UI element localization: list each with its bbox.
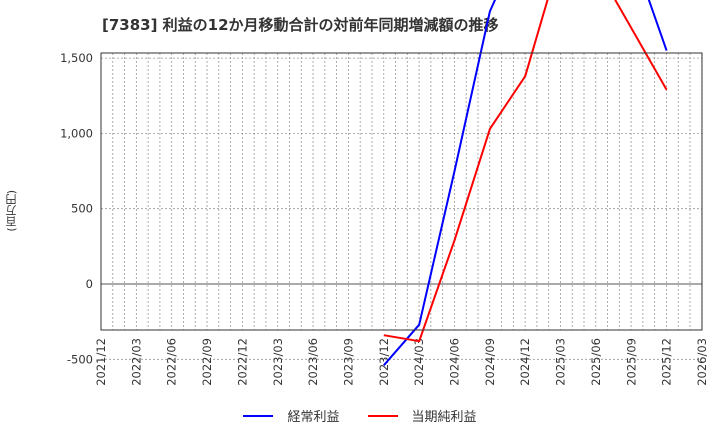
svg-text:2024/03: 2024/03 — [412, 338, 426, 386]
svg-text:2023/06: 2023/06 — [306, 338, 320, 386]
svg-text:2024/09: 2024/09 — [483, 338, 497, 386]
svg-text:2024/12: 2024/12 — [518, 338, 532, 386]
svg-text:2022/09: 2022/09 — [200, 338, 214, 386]
svg-text:2021/12: 2021/12 — [94, 338, 108, 386]
data-series — [383, 0, 668, 366]
svg-text:2022/12: 2022/12 — [235, 338, 249, 386]
legend-swatch-red — [367, 414, 398, 417]
svg-text:1,500: 1,500 — [60, 51, 93, 65]
chart-title: [7383] 利益の12か月移動合計の対前年同期増減額の推移 — [102, 16, 499, 34]
series-line — [383, 0, 668, 366]
legend-item-net-profit: 当期純利益 — [367, 406, 477, 425]
svg-text:2026/03: 2026/03 — [695, 338, 709, 386]
svg-text:-500: -500 — [67, 352, 93, 366]
x-axis-ticks: 2021/12 2022/03 2022/06 2022/09 2022/12 2023/… — [94, 338, 709, 386]
svg-text:2022/06: 2022/06 — [165, 338, 179, 386]
svg-text:2023/03: 2023/03 — [271, 338, 285, 386]
svg-text:2024/06: 2024/06 — [448, 338, 462, 386]
plot-area-border — [100, 52, 703, 331]
legend-label: 当期純利益 — [411, 410, 477, 425]
svg-text:1,000: 1,000 — [60, 126, 93, 140]
svg-text:2025/12: 2025/12 — [660, 338, 674, 386]
legend-swatch-blue — [243, 414, 274, 417]
svg-text:0: 0 — [86, 277, 93, 291]
legend-item-ordinary-profit: 経常利益 — [243, 406, 340, 425]
svg-text:2023/09: 2023/09 — [341, 338, 355, 386]
svg-text:2025/09: 2025/09 — [624, 338, 638, 386]
legend-label: 経常利益 — [287, 410, 340, 425]
grid-lines — [101, 53, 703, 360]
svg-text:2022/03: 2022/03 — [129, 338, 143, 386]
svg-text:2025/06: 2025/06 — [589, 338, 603, 386]
svg-text:2023/12: 2023/12 — [377, 338, 391, 386]
legend: 経常利益 当期純利益 — [0, 406, 720, 425]
svg-text:2025/03: 2025/03 — [554, 338, 568, 386]
svg-text:500: 500 — [71, 202, 93, 216]
series-line — [383, 0, 668, 343]
